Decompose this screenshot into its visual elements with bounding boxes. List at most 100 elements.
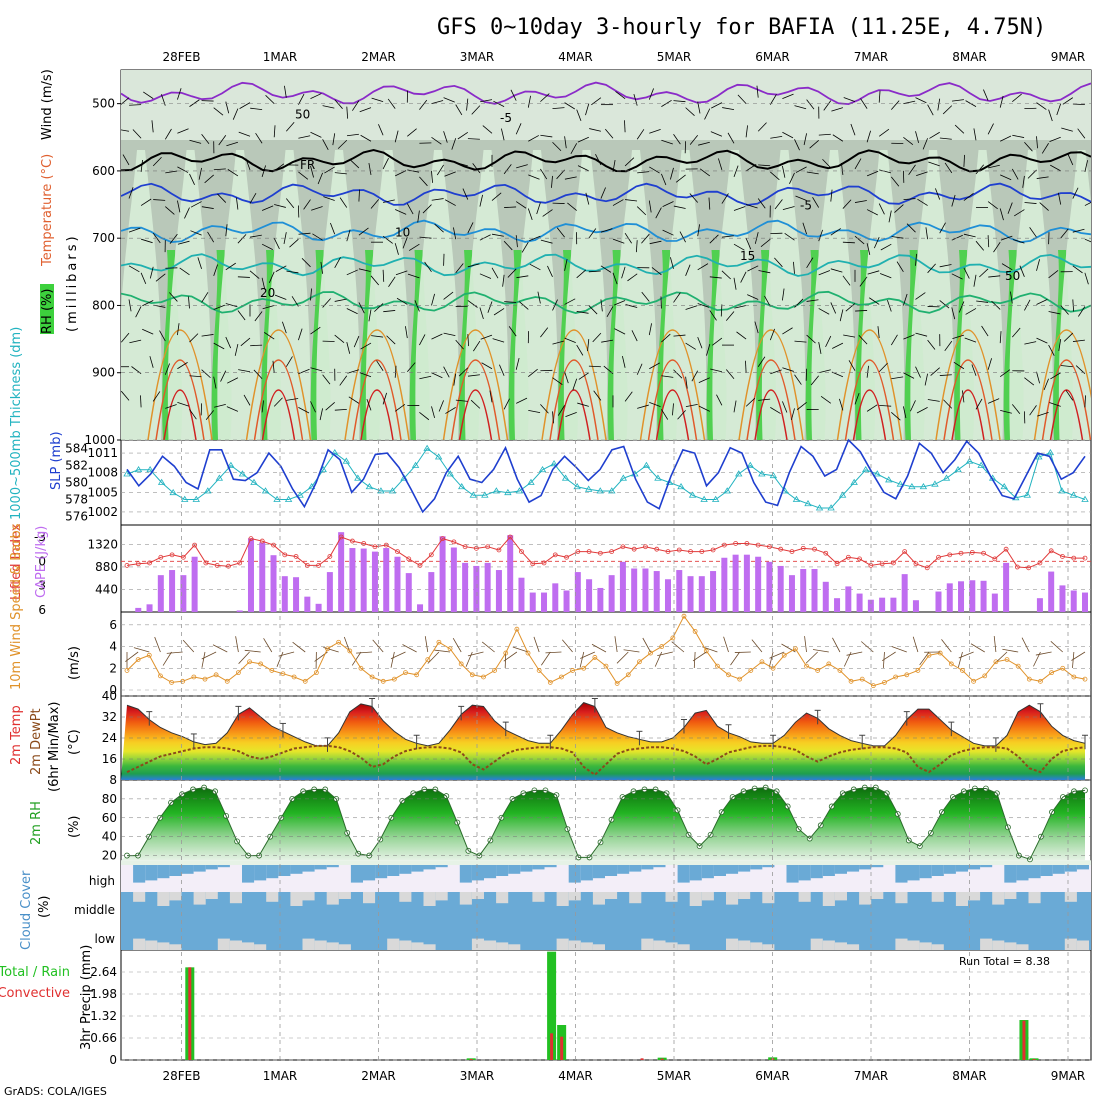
wind-barb: [482, 125, 493, 134]
wind-barb: [587, 339, 590, 352]
thickness-line: [126, 447, 1086, 509]
wind-barb: [143, 91, 154, 99]
wind-barb: [963, 154, 965, 167]
surface-wind-barb: [390, 651, 406, 660]
cloud-low-gap: [496, 942, 509, 950]
rh-dry-column: [514, 150, 558, 440]
wind-barb: [479, 307, 484, 320]
cloud-high-bar: [968, 865, 981, 870]
wind-barb: [419, 236, 432, 239]
thickness-point: [261, 487, 270, 494]
wind-barb: [358, 227, 369, 236]
cloud-ylabel: Cloud Cover (%): [19, 870, 52, 950]
wind-unit: (m/s): [67, 646, 82, 680]
wind-barb: [264, 332, 275, 340]
thickness-tick: 584: [65, 442, 88, 456]
date-label-bottom: 7MAR: [854, 1069, 889, 1083]
wind-panel: 0 2 4 6: [109, 613, 1091, 697]
wind-barb: [431, 293, 435, 306]
wind-point: [670, 635, 676, 641]
wind-point: [592, 655, 598, 660]
li-point: [338, 534, 344, 540]
wind-barb: [942, 105, 953, 115]
surface-wind-barb: [957, 651, 963, 668]
dewpoint-line: [126, 744, 1086, 777]
cloud-high-bar: [701, 865, 714, 879]
wind-barb: [915, 131, 919, 143]
warm-isotherm: [655, 389, 690, 440]
cape-bar: [349, 548, 356, 612]
wind-barb: [621, 266, 626, 279]
cloud-high-bar: [653, 865, 666, 868]
wind-barb: [830, 268, 843, 273]
wind-point: [525, 650, 531, 656]
warm-isotherm: [442, 329, 509, 440]
wind-barb: [878, 203, 885, 215]
wind-barb: [1012, 134, 1025, 138]
wind-barb: [122, 154, 130, 166]
temp-ylabel-1: 2m Temp: [9, 705, 24, 765]
cloud-high-bar: [471, 865, 484, 881]
wind-point: [313, 670, 319, 676]
surface-wind-barb: [125, 651, 139, 662]
wind-barb: [576, 109, 582, 121]
wind-barb: [593, 390, 602, 401]
wind-barb: [1036, 337, 1048, 344]
wind-barb: [661, 375, 674, 378]
cape-bar: [552, 583, 559, 612]
wind-barb: [556, 227, 565, 238]
cloud-high-bar: [859, 865, 872, 870]
wind-barb: [733, 206, 746, 211]
wind-barb: [673, 100, 686, 103]
rh-dry-column: [365, 150, 410, 440]
wind-barb: [499, 364, 505, 376]
wind-barb: [388, 276, 396, 287]
wind-barb: [795, 195, 807, 201]
wind-barb: [467, 263, 480, 268]
cloud-high-bar: [834, 865, 847, 874]
wind-barb: [711, 102, 723, 109]
wind-barb: [697, 303, 710, 308]
warm-isotherm: [245, 329, 312, 440]
li-ylabel: Lifted Index: [9, 523, 24, 600]
wind-barb: [515, 357, 520, 370]
cloud-mid-gap: [423, 892, 436, 906]
wind-barb: [572, 378, 578, 391]
wind-barb: [431, 170, 433, 183]
wind-barb: [866, 209, 878, 216]
wind-barb: [843, 334, 856, 338]
wind-barb: [436, 164, 444, 176]
wind-barb: [600, 187, 606, 199]
wind-barb: [627, 273, 638, 282]
wind-barb: [395, 209, 407, 215]
precip-tick: 0.66: [90, 1031, 117, 1045]
wind-barb: [975, 164, 985, 175]
wind-barb: [243, 394, 251, 406]
wind-barb: [903, 198, 916, 200]
wind-barb: [802, 222, 807, 235]
wind-barb: [337, 139, 348, 149]
wind-barb: [794, 139, 800, 151]
wind-barb: [685, 107, 695, 116]
wind-barb: [878, 128, 890, 137]
wind-barb: [249, 270, 260, 279]
wind-barb: [987, 123, 994, 135]
wind-barb: [455, 399, 468, 402]
cape-bar: [743, 554, 750, 612]
surface-wind-barb: [561, 639, 573, 653]
precip-conv-bar: [1022, 1020, 1026, 1060]
li-point: [395, 549, 400, 554]
wind-barb: [319, 408, 323, 421]
surface-wind-barb: [372, 639, 384, 653]
cape-li-panel: 440 880 1320 -3 0 3 6: [34, 530, 1091, 617]
wind-barb: [516, 397, 528, 404]
wind-barb: [149, 266, 154, 279]
thickness-point: [827, 504, 835, 511]
cloud-mid-gap: [689, 892, 702, 906]
wind-barb: [201, 369, 211, 379]
precip-tick: 1.98: [90, 987, 117, 1001]
wind-barb: [419, 375, 432, 380]
wind-barb: [1062, 97, 1074, 105]
cloud-low-gap: [508, 944, 521, 950]
wind-barb: [662, 201, 674, 207]
